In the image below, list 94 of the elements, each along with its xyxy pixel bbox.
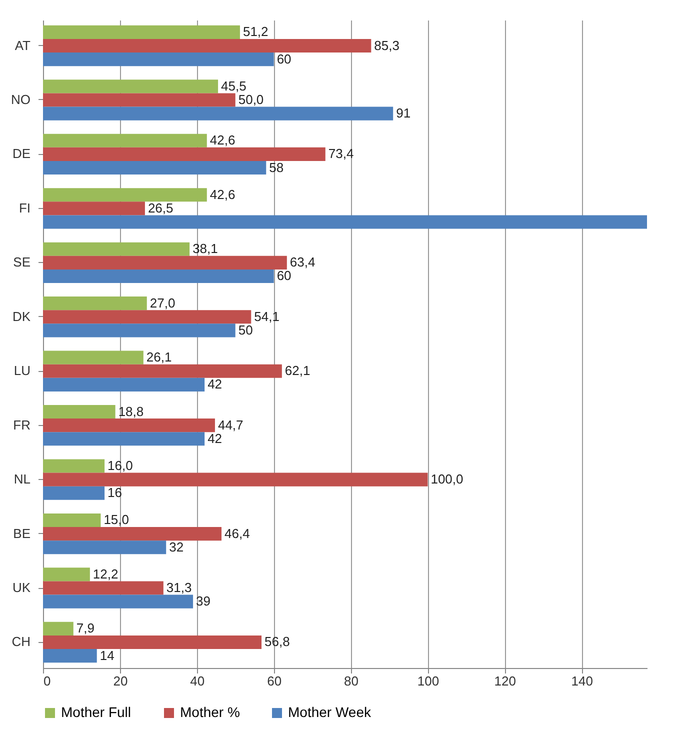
bar [43, 486, 105, 500]
x-tick-label: 80 [344, 674, 359, 688]
bar [43, 568, 90, 582]
data-label: 42,6 [210, 132, 236, 148]
data-label: 16 [108, 485, 122, 500]
bar [43, 324, 236, 338]
data-label: 51,2 [242, 24, 268, 40]
x-tick-label: 100 [417, 674, 440, 688]
bar [43, 25, 240, 39]
bar [43, 405, 116, 419]
bar [43, 378, 205, 392]
bar [43, 350, 144, 364]
bar [43, 649, 97, 663]
data-label: 14 [100, 648, 114, 663]
x-tick-label: 120 [494, 674, 516, 688]
data-label: 32 [169, 539, 184, 554]
data-label: 63,4 [290, 254, 316, 270]
data-label: 44,7 [218, 417, 244, 432]
data-label: 91 [396, 106, 411, 121]
legend-label: Mother Full [61, 704, 132, 720]
bar [43, 513, 101, 528]
bar [43, 256, 287, 270]
data-label: 60 [276, 268, 292, 284]
bar [43, 202, 145, 216]
bar [43, 242, 190, 256]
bar [43, 364, 282, 378]
x-tick-label: 140 [571, 674, 593, 688]
y-tick-label: DE [12, 146, 31, 162]
data-label: 85,3 [374, 38, 400, 53]
y-tick-label: CH [12, 634, 30, 650]
y-tick-label: FR [13, 417, 30, 432]
bar [43, 594, 194, 608]
bar [43, 52, 274, 66]
bar [43, 622, 74, 636]
x-tick-label: 0 [44, 674, 51, 688]
y-tick-label: SE [13, 254, 31, 270]
bar [43, 80, 218, 94]
y-tick-label: LU [14, 363, 30, 378]
data-label: 60 [276, 51, 292, 66]
data-label: 31,3 [166, 580, 192, 596]
data-label: 39 [196, 594, 211, 609]
bar [43, 418, 215, 432]
bar [43, 188, 207, 202]
bar [43, 459, 105, 473]
bar [43, 472, 428, 486]
data-label: 27,0 [150, 295, 176, 310]
y-tick-label: AT [14, 38, 31, 53]
data-label: 15,0 [104, 512, 130, 528]
data-label: 12,2 [92, 566, 118, 582]
bar [43, 432, 205, 446]
data-label: 54,1 [254, 308, 280, 324]
data-label: 58 [269, 160, 284, 175]
data-label: 38,1 [192, 241, 218, 256]
bar [43, 147, 326, 161]
y-tick-label: UK [12, 580, 31, 596]
data-label: 56,8 [264, 634, 290, 650]
data-label: 16,0 [108, 458, 133, 474]
legend-label: Mother % [180, 704, 240, 720]
y-tick-label: DK [12, 308, 31, 324]
legend-label: Mother Week [288, 704, 372, 720]
bar [43, 93, 236, 107]
data-label: 50,0 [238, 92, 264, 107]
data-label: 42 [208, 376, 222, 392]
data-label: 7,9 [76, 620, 94, 636]
bar [43, 106, 394, 120]
bar [43, 38, 372, 53]
data-label: 42 [208, 430, 222, 446]
data-label: 62,1 [284, 363, 310, 378]
bar [43, 310, 252, 324]
data-label: 26,5 [148, 200, 174, 216]
y-tick-label: BE [13, 526, 31, 541]
data-label: 45,5 [221, 78, 246, 94]
x-tick-label: 20 [113, 674, 128, 688]
bar [43, 134, 207, 148]
bar [43, 160, 266, 175]
y-tick-label: FI [18, 200, 30, 216]
y-tick-label: NL [14, 472, 30, 487]
bar [43, 215, 647, 229]
data-label: 18,8 [118, 404, 144, 419]
data-label: 42,6 [210, 186, 236, 202]
data-label: 50 [238, 322, 253, 338]
data-label: 26,1 [146, 350, 172, 365]
bar [43, 269, 274, 283]
bar [43, 527, 222, 541]
bar [43, 581, 164, 595]
data-label: 73,4 [328, 146, 354, 162]
y-tick-label: NO [11, 92, 30, 107]
x-tick-label: 60 [267, 674, 282, 688]
bar [43, 635, 262, 650]
bar [43, 540, 166, 554]
data-label: 100,0 [430, 472, 464, 487]
data-label: 46,4 [224, 526, 250, 541]
x-tick-label: 40 [190, 674, 205, 688]
bar [43, 296, 147, 310]
